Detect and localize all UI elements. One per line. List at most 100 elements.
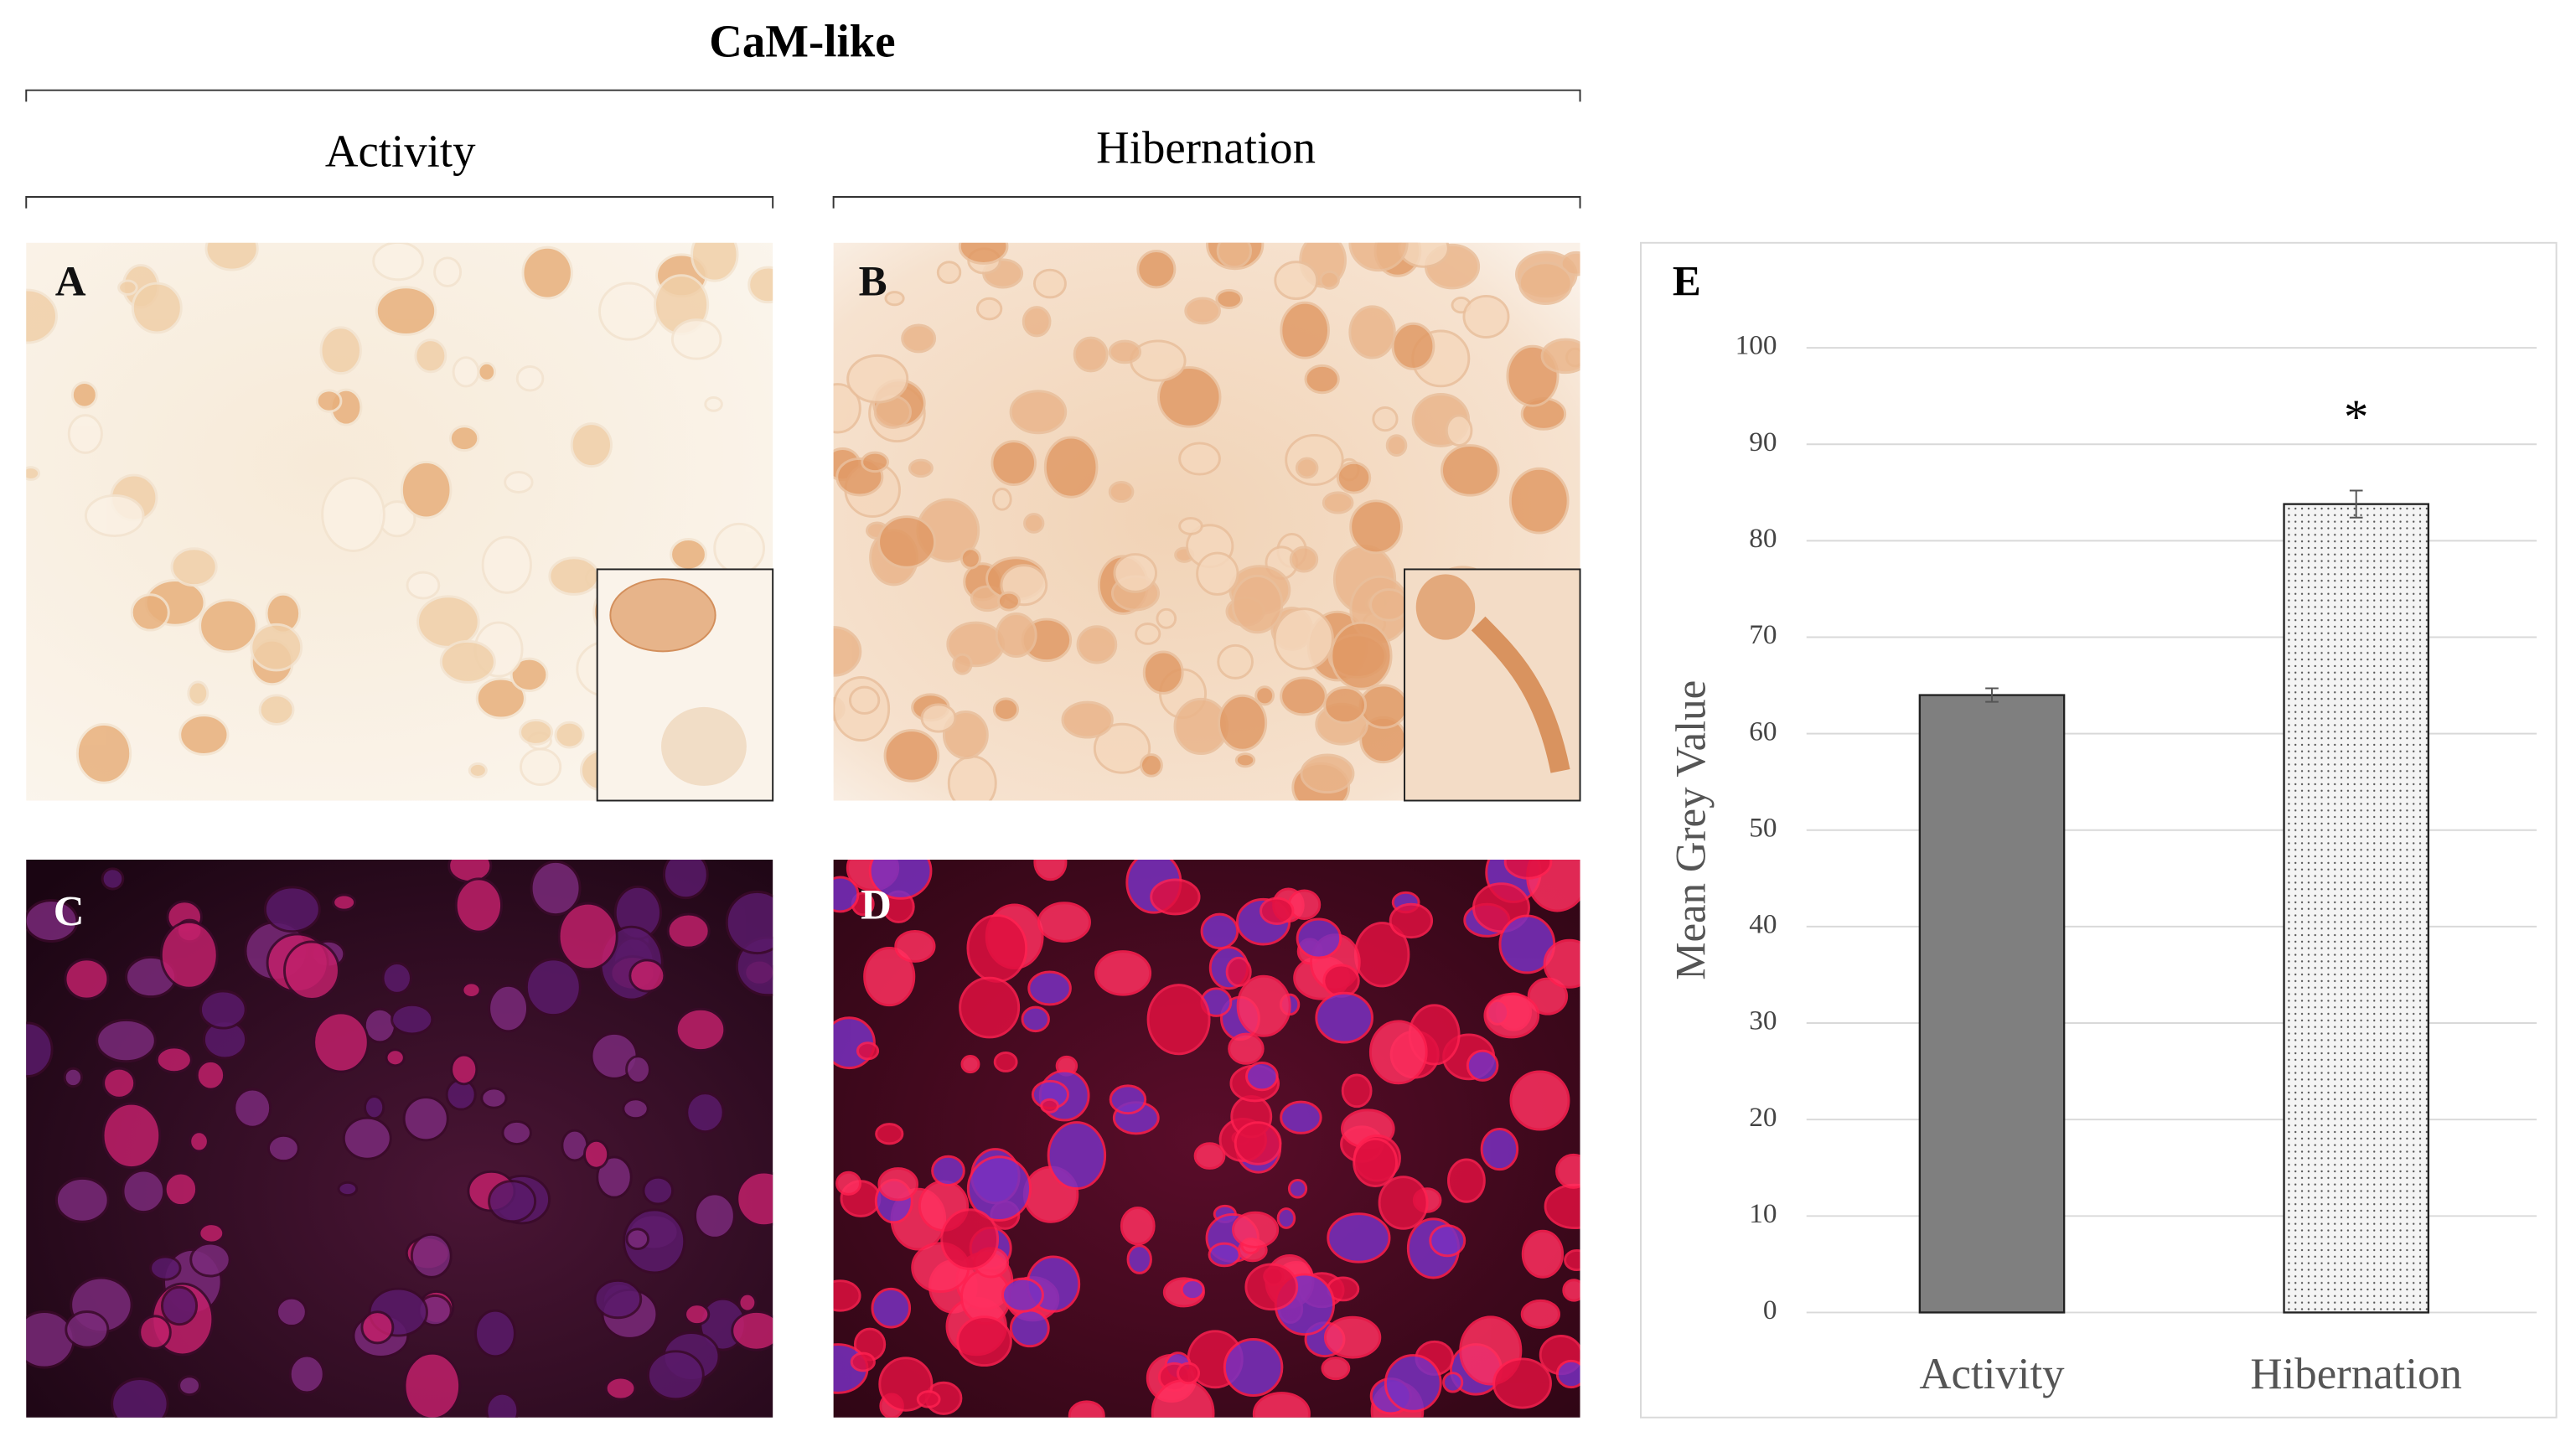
cell — [713, 522, 765, 575]
cell — [1492, 1357, 1552, 1409]
cell — [894, 929, 936, 963]
cell — [250, 623, 303, 672]
cell — [557, 902, 618, 971]
cell — [1009, 1309, 1050, 1348]
cell — [1109, 1084, 1147, 1115]
cell — [54, 1176, 110, 1223]
cell — [187, 680, 209, 706]
cell — [952, 653, 973, 675]
cell — [1304, 364, 1340, 395]
cell — [1254, 685, 1275, 706]
bar — [1918, 694, 2066, 1314]
cell — [515, 365, 545, 392]
cell — [75, 722, 132, 784]
inset-cell — [609, 578, 716, 653]
y-tick-label: 10 — [1749, 1198, 1777, 1229]
cell — [1178, 442, 1221, 476]
cell — [1274, 261, 1319, 300]
cell — [736, 1171, 773, 1227]
cell — [474, 1309, 516, 1358]
cell — [1126, 1244, 1152, 1274]
cell — [1037, 902, 1091, 943]
cell — [1193, 1142, 1226, 1170]
cell — [725, 890, 773, 955]
y-tick-label: 40 — [1749, 909, 1777, 940]
cell — [1280, 1100, 1322, 1134]
cell — [1108, 339, 1142, 364]
cell — [1527, 977, 1569, 1015]
cell — [1341, 1073, 1373, 1109]
cell — [481, 535, 532, 594]
cell — [684, 1303, 711, 1326]
cell — [622, 1098, 649, 1120]
cell — [364, 1095, 385, 1120]
cell — [321, 477, 385, 552]
cell — [966, 1155, 1032, 1222]
cell — [1447, 1158, 1486, 1203]
cell — [856, 1041, 880, 1061]
cell — [414, 338, 447, 374]
cell — [1295, 457, 1319, 479]
cell — [1564, 1248, 1580, 1272]
cell — [936, 261, 962, 285]
cell — [1289, 545, 1319, 573]
cell — [67, 414, 103, 454]
cell — [416, 595, 480, 649]
cell — [908, 458, 934, 478]
cell — [530, 860, 582, 917]
cell — [1322, 491, 1354, 514]
cell — [1391, 322, 1435, 370]
cell — [468, 762, 488, 778]
cell — [84, 494, 145, 538]
cell — [1509, 1070, 1570, 1131]
cell — [403, 1351, 462, 1418]
cell — [521, 245, 573, 300]
cell — [26, 1021, 54, 1078]
cell — [433, 256, 463, 287]
cell — [861, 451, 889, 473]
cell — [992, 697, 1020, 721]
y-tick-label: 100 — [1735, 330, 1777, 361]
cell — [1142, 650, 1184, 695]
cell — [596, 1155, 633, 1199]
cell — [833, 876, 860, 913]
cell — [833, 626, 862, 677]
panel-label: B — [859, 258, 887, 305]
cell — [1260, 897, 1295, 925]
cell — [195, 1059, 226, 1091]
cell — [1349, 499, 1403, 555]
cell — [1353, 1137, 1398, 1187]
cell — [1140, 753, 1163, 778]
cell — [960, 1055, 980, 1074]
cell — [1021, 1005, 1050, 1033]
cell — [1061, 700, 1114, 739]
error-bar — [2349, 489, 2363, 519]
cell — [519, 718, 554, 746]
cell — [704, 395, 723, 412]
cell — [263, 886, 321, 933]
cell — [159, 920, 219, 990]
cell — [1234, 1121, 1282, 1165]
cell — [871, 1287, 912, 1329]
cell — [198, 1222, 225, 1244]
cell — [406, 571, 441, 600]
cell — [582, 1139, 610, 1170]
cell — [1151, 1379, 1215, 1418]
cell — [1276, 1207, 1296, 1229]
cell — [1503, 860, 1553, 880]
cell — [1215, 288, 1244, 309]
cell — [447, 860, 493, 884]
cell — [233, 1088, 272, 1129]
cell — [1180, 1279, 1205, 1301]
cell — [160, 1285, 199, 1326]
cell — [64, 958, 110, 1000]
cell — [916, 1390, 941, 1408]
cell — [381, 962, 412, 995]
cell — [996, 591, 1021, 612]
cell — [691, 242, 739, 282]
cell — [1319, 270, 1340, 290]
cell — [189, 1130, 209, 1153]
cell — [26, 288, 58, 344]
cell — [450, 1053, 478, 1086]
cell — [1462, 294, 1510, 338]
